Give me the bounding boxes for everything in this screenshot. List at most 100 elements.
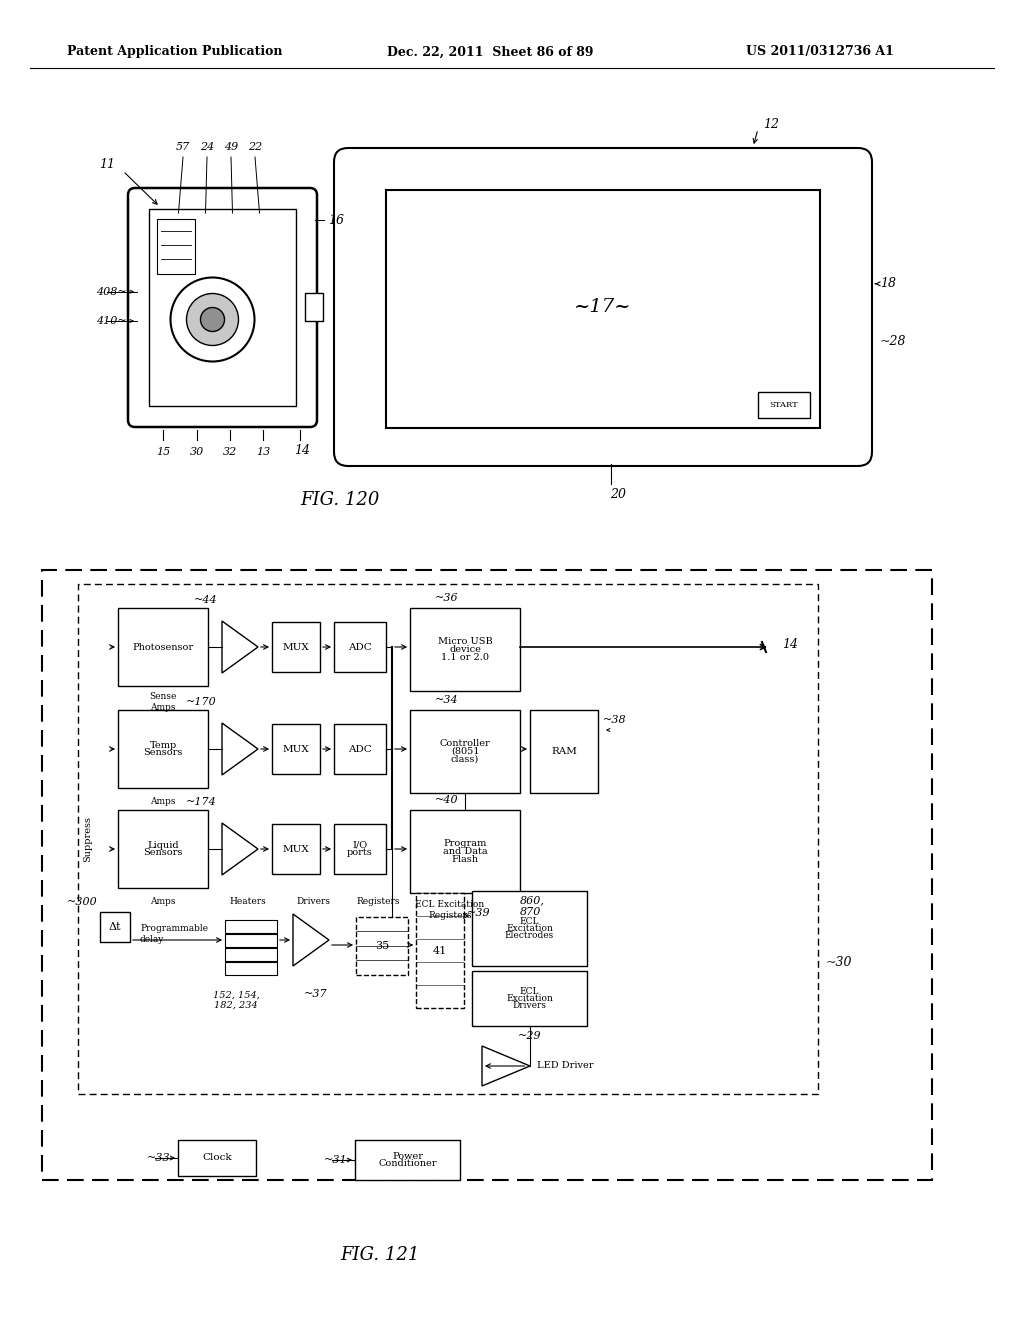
Text: Electrodes: Electrodes [505, 931, 554, 940]
Text: ~37: ~37 [304, 989, 328, 999]
Text: 1.1 or 2.0: 1.1 or 2.0 [441, 652, 489, 661]
Text: and Data: and Data [442, 847, 487, 855]
Text: ~30: ~30 [826, 956, 853, 969]
Circle shape [186, 293, 239, 346]
Text: 408~: 408~ [96, 286, 127, 297]
Text: 49: 49 [224, 143, 239, 152]
Bar [178, 1140, 256, 1176]
Text: Power: Power [392, 1151, 423, 1160]
Bar [472, 972, 587, 1026]
Text: Amps: Amps [151, 898, 176, 907]
Text: Suppress: Suppress [84, 816, 92, 862]
Bar [225, 962, 278, 975]
Text: 13: 13 [256, 447, 270, 457]
Text: Conditioner: Conditioner [378, 1159, 437, 1168]
Text: 41: 41 [433, 945, 447, 956]
Bar [410, 710, 520, 793]
Text: Excitation: Excitation [506, 994, 553, 1003]
Bar [118, 810, 208, 888]
Polygon shape [222, 620, 258, 673]
Text: ECL: ECL [520, 987, 540, 995]
Polygon shape [482, 1045, 530, 1086]
Text: Flash: Flash [452, 855, 478, 863]
Bar [225, 948, 278, 961]
Text: START: START [770, 401, 799, 409]
Text: ADC: ADC [348, 744, 372, 754]
FancyBboxPatch shape [128, 187, 317, 426]
Text: Sense
Amps: Sense Amps [150, 692, 177, 711]
Text: FIG. 120: FIG. 120 [300, 491, 380, 510]
Bar [118, 609, 208, 686]
Text: Heaters: Heaters [229, 898, 266, 907]
Polygon shape [222, 723, 258, 775]
Text: ~28: ~28 [880, 335, 906, 348]
Text: Controller: Controller [439, 739, 490, 748]
Text: 20: 20 [610, 487, 626, 500]
Text: 32: 32 [223, 447, 238, 457]
Text: Program: Program [443, 840, 486, 849]
Text: Drivers: Drivers [512, 1001, 547, 1010]
Bar [334, 824, 386, 874]
Text: ~38: ~38 [603, 715, 627, 725]
Text: MUX: MUX [283, 744, 309, 754]
FancyBboxPatch shape [334, 148, 872, 466]
Text: Micro USB: Micro USB [437, 638, 493, 647]
Bar [386, 190, 820, 428]
Bar [758, 392, 810, 418]
Text: 14: 14 [782, 639, 798, 652]
Bar [225, 935, 278, 946]
Polygon shape [222, 822, 258, 875]
Text: ~31: ~31 [324, 1155, 347, 1166]
Text: ~174: ~174 [186, 797, 217, 807]
Text: Patent Application Publication: Patent Application Publication [68, 45, 283, 58]
Text: Excitation: Excitation [506, 924, 553, 933]
Text: ~300: ~300 [68, 898, 98, 907]
Text: I/O: I/O [352, 841, 368, 850]
Text: 30: 30 [189, 447, 204, 457]
Bar [410, 810, 520, 894]
Text: ~39: ~39 [467, 908, 490, 917]
Bar [334, 723, 386, 774]
Text: class): class) [451, 755, 479, 764]
Bar [272, 622, 319, 672]
Text: LED Driver: LED Driver [537, 1061, 594, 1071]
Text: Liquid: Liquid [147, 841, 179, 850]
Bar [530, 710, 598, 793]
Bar [356, 917, 408, 975]
Text: 18: 18 [880, 277, 896, 290]
Circle shape [201, 308, 224, 331]
Bar [272, 723, 319, 774]
Text: device: device [450, 645, 481, 653]
Text: Amps: Amps [151, 797, 176, 807]
Circle shape [171, 277, 255, 362]
Text: ~33: ~33 [146, 1152, 170, 1163]
Bar [42, 570, 932, 1180]
Text: Drivers: Drivers [296, 898, 330, 907]
Bar [225, 920, 278, 933]
Bar [416, 894, 464, 1008]
Polygon shape [293, 913, 329, 966]
Bar [334, 622, 386, 672]
Bar [472, 891, 587, 966]
Text: ~36: ~36 [435, 593, 459, 603]
Bar [410, 609, 520, 690]
Bar [272, 824, 319, 874]
Text: 12: 12 [763, 117, 779, 131]
Bar [118, 710, 208, 788]
Text: MUX: MUX [283, 643, 309, 652]
Bar [150, 209, 296, 407]
Bar [100, 912, 130, 942]
Text: 35: 35 [375, 941, 389, 950]
Text: ~170: ~170 [186, 697, 217, 708]
Text: 11: 11 [99, 158, 115, 172]
Text: 410~: 410~ [96, 315, 127, 326]
Text: MUX: MUX [283, 845, 309, 854]
Text: 860,
870: 860, 870 [520, 895, 545, 917]
Text: ~29: ~29 [518, 1031, 542, 1041]
Bar [305, 293, 323, 321]
Text: 22: 22 [248, 143, 262, 152]
Text: 152, 154,
182, 234: 152, 154, 182, 234 [213, 990, 259, 1010]
Text: 57: 57 [176, 143, 190, 152]
Text: ~17~: ~17~ [574, 298, 632, 315]
Text: 14: 14 [294, 444, 310, 457]
